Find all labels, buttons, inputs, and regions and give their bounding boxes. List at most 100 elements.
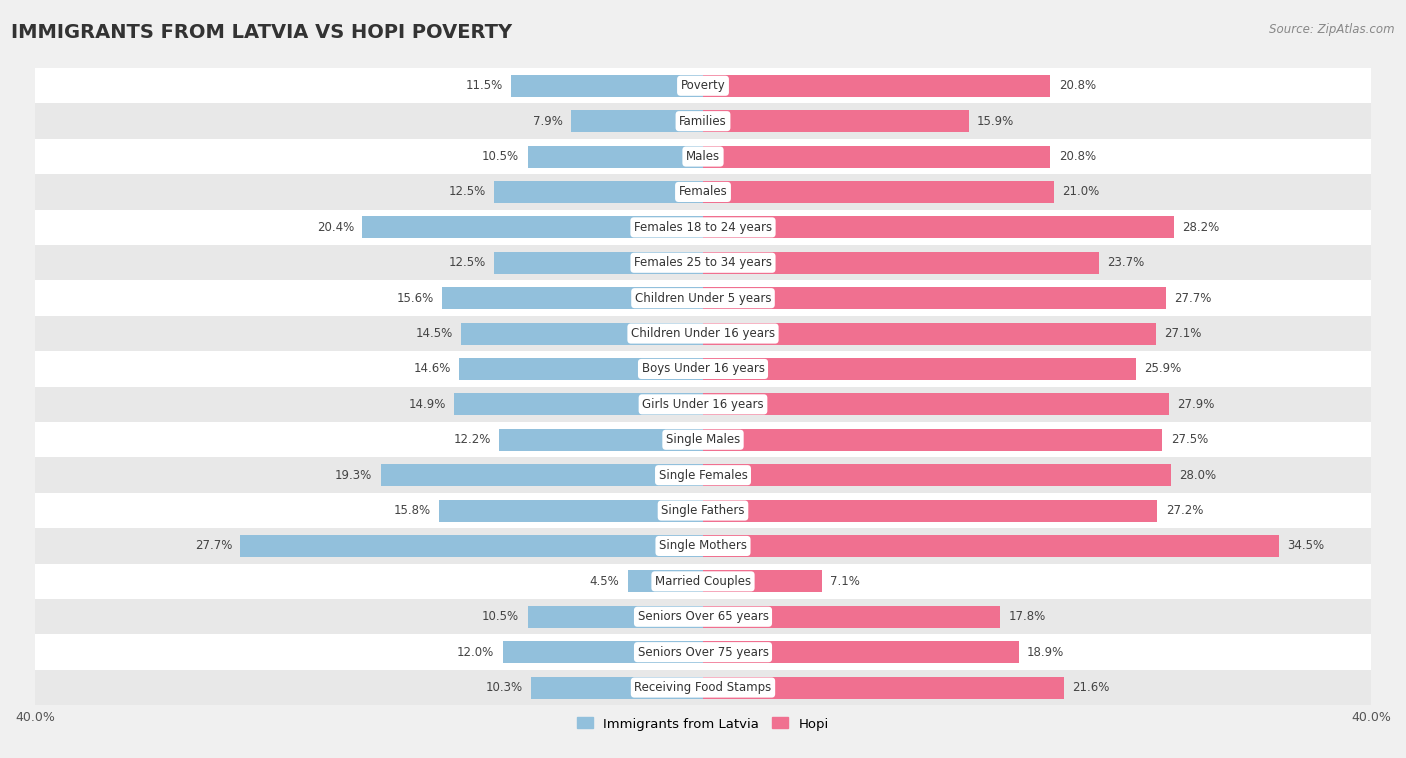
Text: 14.6%: 14.6% [413,362,451,375]
Bar [35,422,1371,458]
Text: Females: Females [679,186,727,199]
Text: 27.2%: 27.2% [1166,504,1204,517]
Text: Single Mothers: Single Mothers [659,540,747,553]
Text: 23.7%: 23.7% [1107,256,1144,269]
Bar [363,216,703,238]
Text: Boys Under 16 years: Boys Under 16 years [641,362,765,375]
Bar [703,75,1050,97]
Bar [35,351,1371,387]
Text: 15.9%: 15.9% [977,114,1014,127]
Bar [35,68,1371,103]
Bar [35,599,1371,634]
Bar [35,564,1371,599]
Text: IMMIGRANTS FROM LATVIA VS HOPI POVERTY: IMMIGRANTS FROM LATVIA VS HOPI POVERTY [11,23,512,42]
Bar [35,210,1371,245]
Bar [571,110,703,132]
Bar [703,287,1166,309]
Bar [499,429,703,451]
Text: 28.0%: 28.0% [1180,468,1216,481]
Bar [35,493,1371,528]
Text: 27.7%: 27.7% [1174,292,1212,305]
Bar [703,429,1163,451]
Text: 34.5%: 34.5% [1288,540,1324,553]
Bar [35,387,1371,422]
Text: 11.5%: 11.5% [465,80,502,92]
Bar [703,323,1156,345]
Bar [439,500,703,522]
Bar [703,500,1157,522]
Bar [502,641,703,663]
Text: 15.8%: 15.8% [394,504,430,517]
Text: 10.3%: 10.3% [485,681,523,694]
Bar [703,146,1050,168]
Text: Children Under 5 years: Children Under 5 years [634,292,772,305]
Text: 28.2%: 28.2% [1182,221,1219,234]
Text: Females 18 to 24 years: Females 18 to 24 years [634,221,772,234]
Text: 15.6%: 15.6% [396,292,434,305]
Bar [703,570,821,592]
Bar [703,216,1174,238]
Bar [703,464,1171,486]
Text: Families: Families [679,114,727,127]
Text: 25.9%: 25.9% [1144,362,1181,375]
Bar [240,535,703,557]
Text: Seniors Over 65 years: Seniors Over 65 years [637,610,769,623]
Text: Single Males: Single Males [666,434,740,446]
Bar [703,535,1279,557]
Text: 12.2%: 12.2% [454,434,491,446]
Text: 27.9%: 27.9% [1177,398,1215,411]
Text: Children Under 16 years: Children Under 16 years [631,327,775,340]
Text: 21.0%: 21.0% [1062,186,1099,199]
Bar [527,606,703,628]
Text: Poverty: Poverty [681,80,725,92]
Text: 10.5%: 10.5% [482,150,519,163]
Text: 27.5%: 27.5% [1171,434,1208,446]
Bar [628,570,703,592]
Bar [510,75,703,97]
Text: 12.5%: 12.5% [449,186,486,199]
Text: Source: ZipAtlas.com: Source: ZipAtlas.com [1270,23,1395,36]
Text: 14.5%: 14.5% [415,327,453,340]
Bar [35,245,1371,280]
Text: Males: Males [686,150,720,163]
Text: 7.9%: 7.9% [533,114,562,127]
Bar [527,146,703,168]
Bar [703,358,1136,380]
Text: 12.0%: 12.0% [457,646,495,659]
Bar [703,677,1064,699]
Text: 17.8%: 17.8% [1008,610,1046,623]
Text: 19.3%: 19.3% [335,468,373,481]
Text: 4.5%: 4.5% [589,575,620,588]
Text: Females 25 to 34 years: Females 25 to 34 years [634,256,772,269]
Bar [35,316,1371,351]
Text: 20.4%: 20.4% [316,221,354,234]
Bar [35,458,1371,493]
Text: Receiving Food Stamps: Receiving Food Stamps [634,681,772,694]
Bar [35,528,1371,564]
Text: 12.5%: 12.5% [449,256,486,269]
Text: 10.5%: 10.5% [482,610,519,623]
Bar [35,670,1371,705]
Bar [703,641,1019,663]
Text: Married Couples: Married Couples [655,575,751,588]
Bar [495,181,703,203]
Bar [35,280,1371,316]
Bar [461,323,703,345]
Text: Girls Under 16 years: Girls Under 16 years [643,398,763,411]
Bar [703,110,969,132]
Bar [531,677,703,699]
Legend: Immigrants from Latvia, Hopi: Immigrants from Latvia, Hopi [576,718,830,731]
Bar [703,181,1053,203]
Text: 7.1%: 7.1% [830,575,860,588]
Bar [35,174,1371,210]
Text: Single Fathers: Single Fathers [661,504,745,517]
Bar [454,393,703,415]
Text: 20.8%: 20.8% [1059,80,1095,92]
Bar [495,252,703,274]
Text: 27.1%: 27.1% [1164,327,1201,340]
Bar [381,464,703,486]
Text: Single Females: Single Females [658,468,748,481]
Text: 14.9%: 14.9% [408,398,446,411]
Text: 21.6%: 21.6% [1073,681,1109,694]
Bar [703,393,1168,415]
